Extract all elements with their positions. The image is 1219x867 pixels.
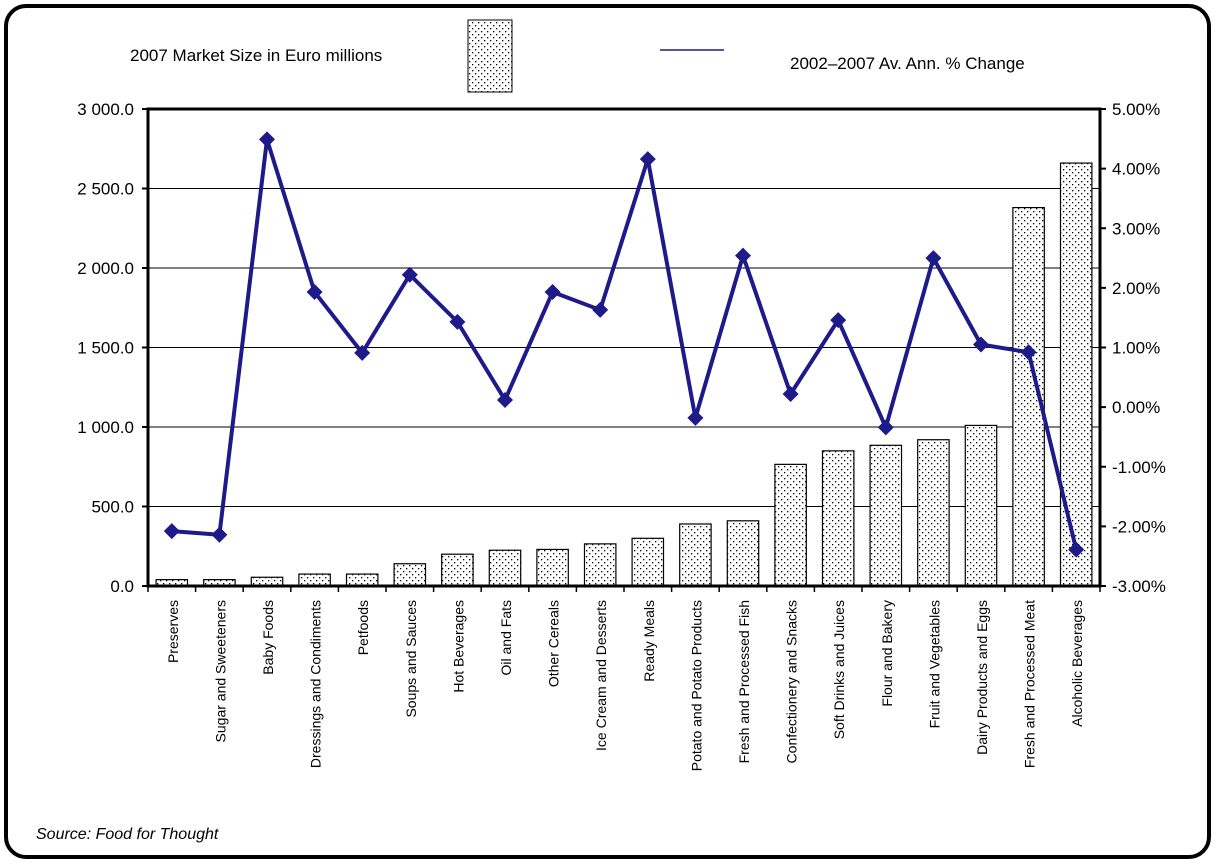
x-category-label: Soft Drinks and Juices — [831, 600, 847, 739]
legend-bar-swatch — [467, 19, 513, 93]
y-right-tick-label: -1.00% — [1112, 458, 1166, 477]
x-category-label: Hot Beverages — [450, 600, 466, 693]
x-category-label: Petfoods — [355, 600, 371, 655]
y-right-tick-label: 4.00% — [1112, 160, 1160, 179]
line-point-marker — [449, 313, 466, 330]
bar — [393, 563, 427, 587]
line-point-marker — [1020, 344, 1037, 361]
bar — [869, 444, 903, 587]
bar — [583, 543, 617, 587]
line-point-marker — [782, 386, 799, 403]
bar-series — [155, 162, 1093, 587]
line-point-marker — [687, 409, 704, 426]
line-point-marker — [401, 266, 418, 283]
x-category-label: Preserves — [165, 600, 181, 663]
y-left-tick-label: 2 000.0 — [77, 259, 134, 278]
y-right-tick-label: 2.00% — [1112, 279, 1160, 298]
bar — [488, 549, 522, 587]
bar — [726, 520, 760, 587]
line-point-marker — [306, 284, 323, 301]
x-category-label: Dairy Products and Eggs — [974, 600, 990, 755]
category-labels: Preserves Sugar and Sweeteners Baby Foods D… — [165, 600, 1085, 771]
bar — [917, 439, 950, 587]
y-right-tick-label: 5.00% — [1112, 100, 1160, 119]
line-point-marker — [211, 526, 228, 543]
y-right-tick-label: 1.00% — [1112, 339, 1160, 358]
line-point-marker — [592, 301, 609, 318]
bar — [441, 553, 474, 587]
x-category-label: Oil and Fats — [498, 600, 514, 675]
line-point-marker — [735, 247, 751, 264]
bar — [821, 450, 855, 587]
x-category-label: Alcoholic Beverages — [1069, 600, 1085, 727]
x-category-label: Fresh and Processed Fish — [736, 600, 752, 763]
y-left-tick-label: 1 000.0 — [77, 418, 134, 437]
bar — [298, 573, 331, 587]
bar — [536, 548, 569, 587]
bar — [964, 424, 998, 587]
bar — [345, 573, 379, 587]
bar — [1059, 162, 1093, 587]
x-category-label: Dressings and Condiments — [308, 600, 324, 768]
y-left-tick-label: 0.0 — [110, 577, 134, 596]
x-category-label: Fresh and Processed Meat — [1022, 600, 1038, 768]
x-category-label: Flour and Bakery — [879, 600, 895, 707]
x-category-label: Fruit and Vegetables — [926, 600, 942, 728]
legend-bars-label: 2007 Market Size in Euro millions — [130, 46, 383, 65]
chart-frame — [4, 4, 1211, 859]
line-point-marker — [877, 419, 894, 436]
x-category-label: Potato and Potato Products — [688, 600, 704, 771]
y-left-tick-label: 2 500.0 — [77, 180, 134, 199]
y-left-tick-label: 500.0 — [91, 498, 134, 517]
y-right-tick-label: 3.00% — [1112, 219, 1160, 238]
tick-labels: 0.0 500.0 1 000.0 1 500.0 2 000.0 2 500.0 3 00… — [77, 100, 1166, 596]
x-category-label: Baby Foods — [260, 600, 276, 675]
x-category-label: Confectionery and Snacks — [784, 600, 800, 763]
bar — [774, 463, 807, 587]
line-point-marker — [639, 151, 656, 168]
legend — [467, 19, 724, 93]
line-series — [163, 131, 1085, 558]
source-note: Source: Food for Thought — [36, 826, 219, 843]
x-category-label: Other Cereals — [546, 600, 562, 687]
y-right-tick-label: -3.00% — [1112, 577, 1166, 596]
y-right-tick-label: 0.00% — [1112, 398, 1160, 417]
axes — [142, 107, 1106, 592]
line-point-marker — [497, 391, 513, 408]
x-category-label: Ready Meals — [641, 600, 657, 682]
line-series-path — [171, 137, 1079, 551]
line-point-marker — [354, 344, 371, 361]
y-left-tick-label: 3 000.0 — [77, 100, 134, 119]
line-point-marker — [163, 523, 180, 540]
line-point-marker — [925, 250, 942, 267]
bar — [679, 523, 712, 587]
x-category-label: Soups and Sauces — [403, 600, 419, 718]
legend-line-label: 2002–2007 Av. Ann. % Change — [790, 54, 1025, 73]
y-left-tick-label: 1 500.0 — [77, 339, 134, 358]
x-category-label: Ice Cream and Desserts — [593, 600, 609, 751]
line-point-marker — [544, 284, 561, 301]
line-point-marker — [830, 312, 847, 329]
line-point-marker — [973, 336, 989, 353]
line-point-marker — [259, 131, 275, 148]
y-right-tick-label: -2.00% — [1112, 517, 1166, 536]
bar — [631, 537, 665, 587]
x-category-label: Sugar and Sweeteners — [212, 600, 228, 742]
line-point-marker — [1068, 541, 1085, 558]
